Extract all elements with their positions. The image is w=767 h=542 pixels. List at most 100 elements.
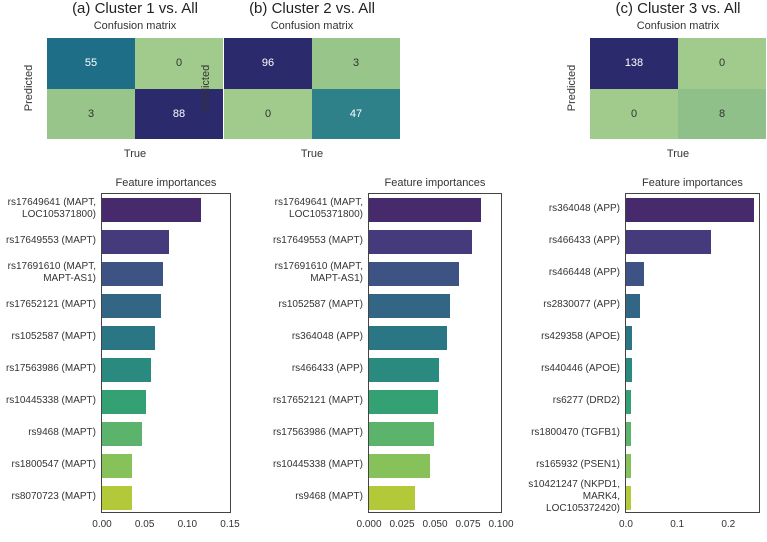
feature-importance-axes — [101, 193, 231, 513]
panel-title: (a) Cluster 1 vs. All — [72, 0, 198, 17]
feature-label: rs17652121 (MAPT) — [272, 395, 363, 406]
importance-bar — [102, 326, 155, 350]
feature-label: s10421247 (NKPD1, MARK4, LOC105372420) — [528, 479, 620, 514]
x-tick-label: 0.025 — [389, 519, 415, 530]
feature-label: rs6277 (DRD2) — [552, 395, 620, 406]
importance-bar — [369, 230, 472, 254]
feature-label: rs17649553 (MAPT) — [5, 235, 96, 246]
importance-bar — [102, 454, 132, 478]
importance-bar — [369, 198, 482, 222]
importance-bar — [102, 390, 147, 414]
x-tick-label: 0.0 — [619, 519, 633, 530]
confusion-cell: 55 — [47, 38, 135, 89]
confusion-xlabel: True — [123, 148, 147, 160]
confusion-ylabel: Predicted — [23, 64, 35, 112]
importance-bar — [369, 390, 438, 414]
feature-label: rs17649641 (MAPT, LOC105371800) — [7, 197, 96, 220]
feature-label: rs17649553 (MAPT) — [272, 235, 363, 246]
feature-label: rs10445338 (MAPT) — [5, 395, 96, 406]
confusion-cell: 88 — [135, 88, 223, 139]
importance-bar — [102, 230, 169, 254]
confusion-cell: 0 — [590, 88, 678, 139]
x-tick-label: 0.1 — [670, 519, 685, 530]
importance-bar — [369, 262, 459, 286]
confusion-matrix-title: Confusion matrix — [93, 20, 177, 32]
panel-title: (c) Cluster 3 vs. All — [615, 0, 741, 17]
confusion-cell: 0 — [224, 88, 312, 139]
feature-label: rs165932 (PSEN1) — [536, 459, 620, 470]
confusion-matrix-title: Confusion matrix — [270, 20, 354, 32]
x-tick-label: 0.075 — [455, 519, 481, 530]
feature-label: rs364048 (APP) — [548, 203, 620, 214]
importance-bar — [369, 422, 434, 446]
confusion-cell: 3 — [47, 88, 135, 139]
importance-bar — [626, 486, 631, 510]
confusion-cell: 3 — [312, 38, 400, 89]
importance-bar — [369, 358, 439, 382]
feature-label: rs2830077 (APP) — [543, 299, 620, 310]
feature-importances-title: Feature importances — [115, 177, 217, 189]
feature-label: rs17563986 (MAPT) — [272, 427, 363, 438]
importance-bar — [626, 454, 631, 478]
x-tick-label: 0.000 — [356, 519, 382, 530]
importance-bar — [626, 198, 754, 222]
x-tick-label: 0.100 — [488, 519, 514, 530]
feature-label: rs9468 (MAPT) — [28, 427, 96, 438]
feature-label: rs429358 (APOE) — [541, 331, 620, 342]
feature-importance-axes — [368, 193, 502, 513]
importance-bar — [102, 486, 132, 510]
importance-bar — [369, 486, 416, 510]
feature-label: rs9468 (MAPT) — [295, 491, 363, 502]
feature-label: rs1052587 (MAPT) — [278, 299, 363, 310]
confusion-ylabel: Predicted — [200, 64, 212, 112]
feature-label: rs10445338 (MAPT) — [272, 459, 363, 470]
importance-bar — [369, 326, 447, 350]
importance-bar — [102, 294, 161, 318]
confusion-matrix: 138 0 0 8 — [590, 38, 766, 139]
feature-label: rs1800470 (TGFB1) — [531, 427, 620, 438]
importance-bar — [626, 262, 645, 286]
feature-label: rs17563986 (MAPT) — [5, 363, 96, 374]
feature-importance-axes — [625, 193, 760, 513]
x-tick-label: 0.00 — [92, 519, 112, 530]
importance-bar — [369, 454, 430, 478]
feature-label: rs17691610 (MAPT, MAPT-AS1) — [274, 261, 363, 284]
x-tick-label: 0.15 — [220, 519, 240, 530]
panel-title: (b) Cluster 2 vs. All — [249, 0, 375, 17]
feature-label: rs466448 (APP) — [548, 267, 620, 278]
confusion-cell: 138 — [590, 38, 678, 89]
importance-bar — [626, 294, 640, 318]
x-tick-label: 0.050 — [422, 519, 448, 530]
x-tick-label: 0.10 — [177, 519, 198, 530]
confusion-matrix-title: Confusion matrix — [636, 20, 720, 32]
feature-label: rs8070723 (MAPT) — [11, 491, 96, 502]
importance-bar — [102, 198, 201, 222]
feature-label: rs466433 (APP) — [291, 363, 363, 374]
confusion-ylabel: Predicted — [566, 64, 578, 112]
feature-label: rs1800547 (MAPT) — [11, 459, 96, 470]
confusion-matrix: 96 3 0 47 — [224, 38, 400, 139]
confusion-cell: 96 — [224, 38, 312, 89]
importance-bar — [626, 422, 631, 446]
confusion-matrix: 55 0 3 88 — [47, 38, 223, 139]
importance-bar — [102, 358, 151, 382]
feature-importances-title: Feature importances — [642, 177, 743, 189]
x-tick-label: 0.05 — [134, 519, 155, 530]
feature-label: rs1052587 (MAPT) — [11, 331, 96, 342]
confusion-cell: 47 — [312, 88, 400, 139]
confusion-cell: 8 — [678, 88, 766, 139]
feature-label: rs440446 (APOE) — [541, 363, 620, 374]
importance-bar — [102, 422, 143, 446]
feature-importances-title: Feature importances — [384, 177, 486, 189]
importance-bar — [102, 262, 163, 286]
confusion-cell: 0 — [135, 38, 223, 89]
feature-label: rs364048 (APP) — [291, 331, 363, 342]
importance-bar — [626, 390, 632, 414]
importance-bar — [626, 358, 632, 382]
feature-label: rs17691610 (MAPT, MAPT-AS1) — [7, 261, 96, 284]
feature-label: rs466433 (APP) — [548, 235, 620, 246]
importance-bar — [626, 326, 632, 350]
confusion-xlabel: True — [666, 148, 690, 160]
confusion-cell: 0 — [678, 38, 766, 89]
confusion-xlabel: True — [300, 148, 324, 160]
